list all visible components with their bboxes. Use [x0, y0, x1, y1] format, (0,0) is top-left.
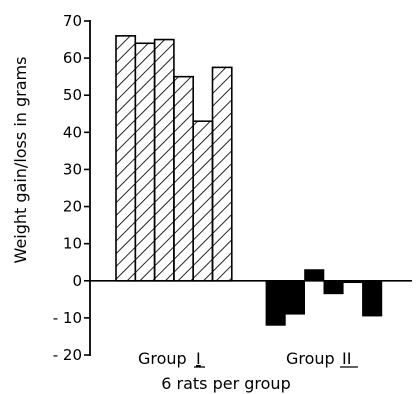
y-tick-label: 10	[63, 235, 82, 253]
y-tick-label: - 20	[53, 346, 82, 364]
group-label-2: Group II	[286, 349, 358, 368]
bar	[173, 75, 194, 282]
bars	[115, 35, 383, 326]
axes	[89, 20, 412, 356]
bar	[323, 280, 344, 295]
y-tick-label: 70	[63, 12, 82, 30]
bar	[115, 35, 137, 282]
y-tick-label: 0	[72, 272, 82, 290]
group-label-1-text: Group	[138, 349, 187, 368]
y-tick-label: 20	[63, 198, 82, 216]
y-tick-label: 60	[63, 49, 82, 67]
group-label-2-text: Group	[286, 349, 335, 368]
bar	[153, 38, 175, 282]
y-axis-ticks: 70 60 50 40 30 20 10 0 - 10 - 20	[53, 12, 90, 364]
y-tick-label: 40	[63, 123, 82, 141]
y-tick-label: 30	[63, 160, 82, 178]
bar	[265, 280, 286, 326]
group-label-1: Group I	[138, 349, 205, 368]
bar	[284, 280, 305, 315]
bar	[304, 269, 325, 282]
bar	[362, 280, 383, 317]
y-axis-title: Weight gain/loss in grams	[11, 57, 30, 264]
bar	[192, 120, 214, 282]
bar	[211, 66, 233, 282]
group-label-1-numeral: I	[196, 349, 201, 368]
bar	[134, 42, 156, 282]
y-tick-label: 50	[63, 86, 82, 104]
x-axis-label: 6 rats per group	[161, 374, 290, 393]
y-tick-label: - 10	[53, 309, 82, 327]
y-axis-label: Weight gain/loss in grams	[11, 57, 30, 264]
group-label-2-numeral: II	[342, 349, 351, 368]
